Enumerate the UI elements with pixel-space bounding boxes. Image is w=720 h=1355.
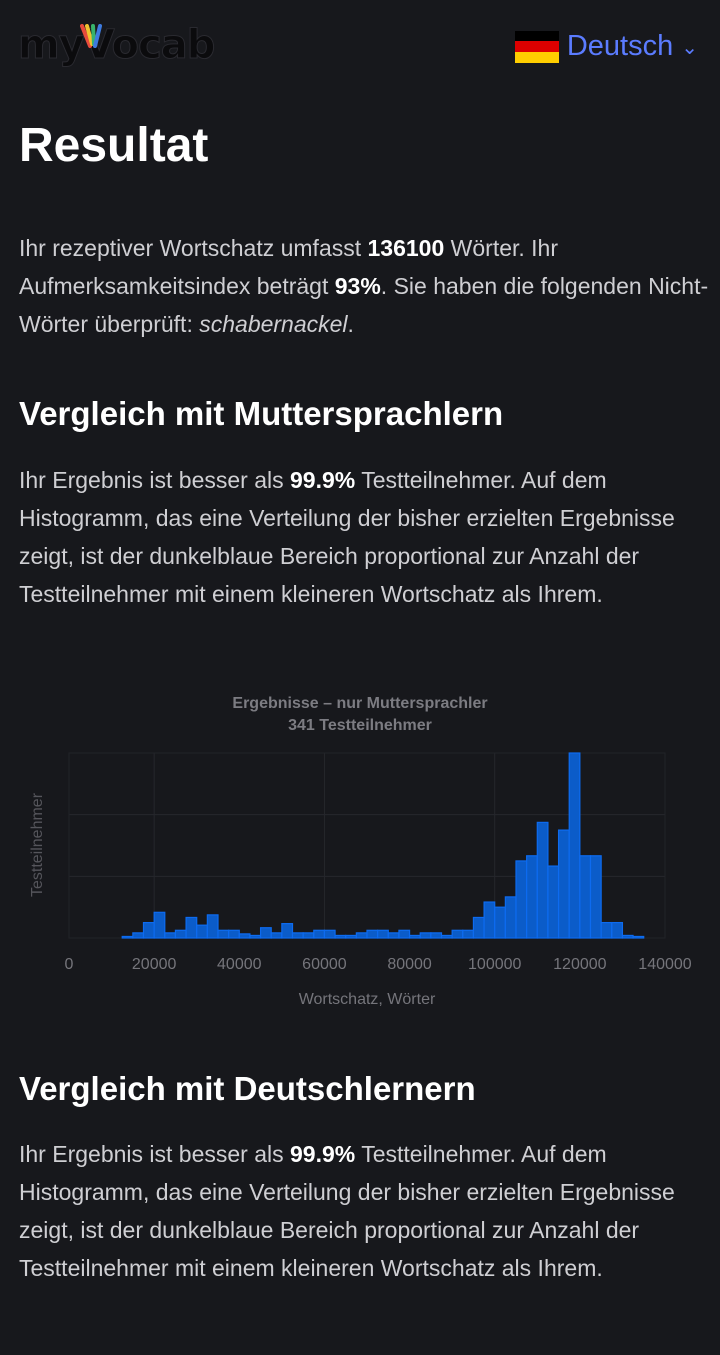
language-label: Deutsch bbox=[566, 30, 674, 62]
x-tick-label: 0 bbox=[65, 956, 74, 973]
histogram-bar bbox=[621, 934, 634, 939]
histogram-bar bbox=[547, 865, 560, 939]
histogram-bar bbox=[164, 932, 177, 939]
histogram-bar bbox=[377, 929, 389, 939]
vocab-size-value: 136100 bbox=[367, 235, 445, 261]
native-text-2: Testteilnehmer. Auf dem Histogramm, das … bbox=[19, 467, 675, 607]
attention-index-value: 93% bbox=[334, 273, 381, 299]
y-axis-label: Testteilnehmer bbox=[29, 792, 46, 897]
nonwords-value: schabernackel bbox=[199, 311, 348, 337]
histogram-bar bbox=[196, 924, 208, 939]
histogram-bar bbox=[206, 914, 219, 939]
native-percent-value: 99.9% bbox=[290, 467, 356, 493]
native-heading: Vergleich mit Muttersprachlern bbox=[19, 395, 504, 432]
histogram-bar bbox=[174, 929, 187, 939]
histogram-bar bbox=[579, 855, 592, 939]
summary-text-1: Ihr rezeptiver Wortschatz umfasst bbox=[19, 235, 368, 261]
histogram-bar bbox=[249, 934, 262, 939]
learners-percent-value: 99.9% bbox=[290, 1141, 356, 1167]
x-tick-label: 120000 bbox=[553, 956, 606, 973]
histogram-bar bbox=[611, 921, 624, 939]
histogram-bar bbox=[408, 934, 421, 939]
histogram-bar bbox=[536, 821, 549, 939]
page-title: Resultat bbox=[19, 119, 209, 172]
histogram-bar bbox=[217, 929, 230, 939]
summary-text-4: . bbox=[347, 311, 354, 337]
logo-mark-icon bbox=[80, 24, 102, 48]
top-bar: myVocab Deutsch ⌄ bbox=[0, 0, 720, 100]
chevron-down-icon: ⌄ bbox=[681, 37, 698, 59]
histogram-bar bbox=[366, 929, 379, 939]
histogram-bar bbox=[281, 923, 294, 939]
x-tick-label: 80000 bbox=[387, 956, 432, 973]
german-flag-icon bbox=[514, 30, 559, 63]
histogram-bar bbox=[238, 933, 251, 939]
histogram-bar bbox=[419, 932, 432, 939]
histogram-bar bbox=[153, 911, 166, 939]
x-tick-label: 20000 bbox=[132, 956, 177, 973]
histogram-bar bbox=[494, 906, 506, 939]
histogram-bar bbox=[334, 934, 347, 939]
histogram-bar bbox=[323, 929, 336, 939]
x-tick-label: 140000 bbox=[638, 956, 691, 973]
histogram-bar bbox=[228, 929, 240, 939]
histogram-bar bbox=[291, 932, 304, 939]
summary-text-2: Wörter. Ihr Aufmerksamkeitsindex beträgt bbox=[19, 235, 559, 299]
learners-text-1: Ihr Ergebnis ist besser als bbox=[19, 1141, 291, 1167]
x-tick-label: 40000 bbox=[217, 956, 262, 973]
histogram-bar bbox=[132, 932, 145, 939]
histogram-bar bbox=[142, 921, 155, 939]
native-histogram: Ergebnisse – nur Muttersprachler 341 Test… bbox=[29, 695, 692, 1008]
histogram-bar bbox=[398, 929, 411, 939]
histogram-bar bbox=[589, 855, 602, 939]
histogram-bar bbox=[632, 935, 645, 939]
histogram-bar bbox=[355, 932, 368, 939]
histogram-bar bbox=[600, 921, 613, 939]
logo[interactable]: myVocab bbox=[17, 22, 215, 69]
histogram-bar bbox=[430, 932, 443, 939]
histogram-bar bbox=[483, 901, 496, 939]
histogram-bar bbox=[568, 752, 581, 939]
histogram-bar bbox=[313, 929, 326, 939]
x-axis-label: Wortschatz, Wörter bbox=[299, 991, 436, 1008]
histogram-bar bbox=[440, 934, 453, 939]
chart-subtitle: 341 Testteilnehmer bbox=[288, 717, 432, 734]
chart-title: Ergebnisse – nur Muttersprachler bbox=[232, 695, 487, 712]
histogram-bar bbox=[472, 916, 485, 939]
histogram-bar bbox=[451, 929, 464, 939]
histogram-bar bbox=[504, 896, 517, 939]
summary-text-3: . Sie haben die folgenden Nicht-Wörter ü… bbox=[19, 273, 709, 337]
histogram-bar bbox=[526, 855, 538, 939]
learners-text-2: Testteilnehmer. Auf dem Histogramm, das … bbox=[19, 1141, 675, 1281]
x-tick-label: 60000 bbox=[302, 956, 347, 973]
language-selector[interactable]: Deutsch ⌄ bbox=[514, 30, 698, 63]
histogram-bar bbox=[185, 916, 198, 939]
logo-text: myVocab bbox=[17, 22, 215, 69]
histogram-bar bbox=[302, 932, 315, 939]
histogram-bar bbox=[270, 932, 283, 939]
summary-paragraph: Ihr rezeptiver Wortschatz umfasst 136100… bbox=[19, 229, 709, 343]
histogram-bar bbox=[557, 829, 570, 939]
x-tick-label: 100000 bbox=[468, 956, 521, 973]
histogram-bar bbox=[387, 932, 400, 939]
native-text-1: Ihr Ergebnis ist besser als bbox=[19, 467, 291, 493]
learners-heading: Vergleich mit Deutschlernern bbox=[19, 1070, 476, 1107]
histogram-bar bbox=[121, 935, 134, 939]
histogram-bar bbox=[462, 929, 475, 939]
learners-paragraph: Ihr Ergebnis ist besser als 99.9% Testte… bbox=[19, 1135, 709, 1287]
histogram-bar bbox=[259, 927, 272, 939]
native-paragraph: Ihr Ergebnis ist besser als 99.9% Testte… bbox=[19, 461, 709, 613]
histogram-bar bbox=[515, 860, 528, 939]
histogram-bar bbox=[345, 934, 357, 939]
